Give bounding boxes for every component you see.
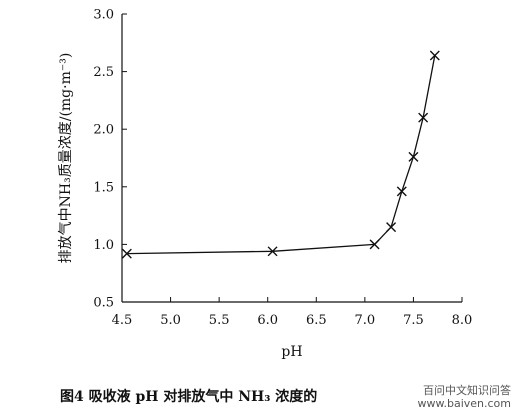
watermark-line-1: 百问中文知识问答 xyxy=(423,383,511,397)
x-tick-label: 6.5 xyxy=(306,313,327,328)
watermark: 百问中文知识问答 www.baiven.com xyxy=(418,384,512,410)
figure-caption: 图4 吸收液 pH 对排放气中 NH₃ 浓度的 xyxy=(60,389,318,405)
data-point xyxy=(396,186,407,197)
plot-frame xyxy=(121,14,462,303)
y-axis-label: 排放气中NH₃质量浓度/(mg·m⁻³) xyxy=(58,53,74,264)
chart: 4.5 5.0 5.5 6.0 6.5 7.0 7.5 8.0 0.5 1.0 1.5 2.0 2.5… xyxy=(58,8,473,361)
x-tick-label: 7.0 xyxy=(355,313,376,328)
data-point xyxy=(386,222,397,233)
x-tick-label: 8.0 xyxy=(452,313,473,328)
series-markers xyxy=(121,50,440,259)
y-tick-label: 3.0 xyxy=(93,8,114,23)
x-tick-label: 6.0 xyxy=(257,313,278,328)
watermark-line-2: www.baiven.com xyxy=(417,396,512,410)
x-tick-label: 7.5 xyxy=(403,313,424,328)
data-point xyxy=(429,50,440,61)
data-point xyxy=(418,112,429,123)
y-ticks: 0.5 1.0 1.5 2.0 2.5 3.0 xyxy=(93,8,127,311)
data-point xyxy=(121,248,132,259)
x-ticks: 4.5 5.0 5.5 6.0 6.5 7.0 7.5 8.0 xyxy=(112,297,473,328)
x-tick-label: 5.5 xyxy=(209,313,230,328)
data-point xyxy=(408,151,419,162)
y-tick-label: 0.5 xyxy=(93,296,114,311)
y-tick-label: 1.5 xyxy=(93,180,114,195)
y-tick-label: 2.0 xyxy=(93,123,114,138)
x-tick-label: 5.0 xyxy=(160,313,181,328)
x-axis-label: pH xyxy=(281,344,302,360)
data-point xyxy=(267,246,278,257)
data-point xyxy=(369,239,380,250)
series-line xyxy=(126,55,436,255)
x-tick-label: 4.5 xyxy=(112,313,133,328)
y-tick-label: 1.0 xyxy=(93,238,114,253)
y-tick-label: 2.5 xyxy=(93,65,114,80)
